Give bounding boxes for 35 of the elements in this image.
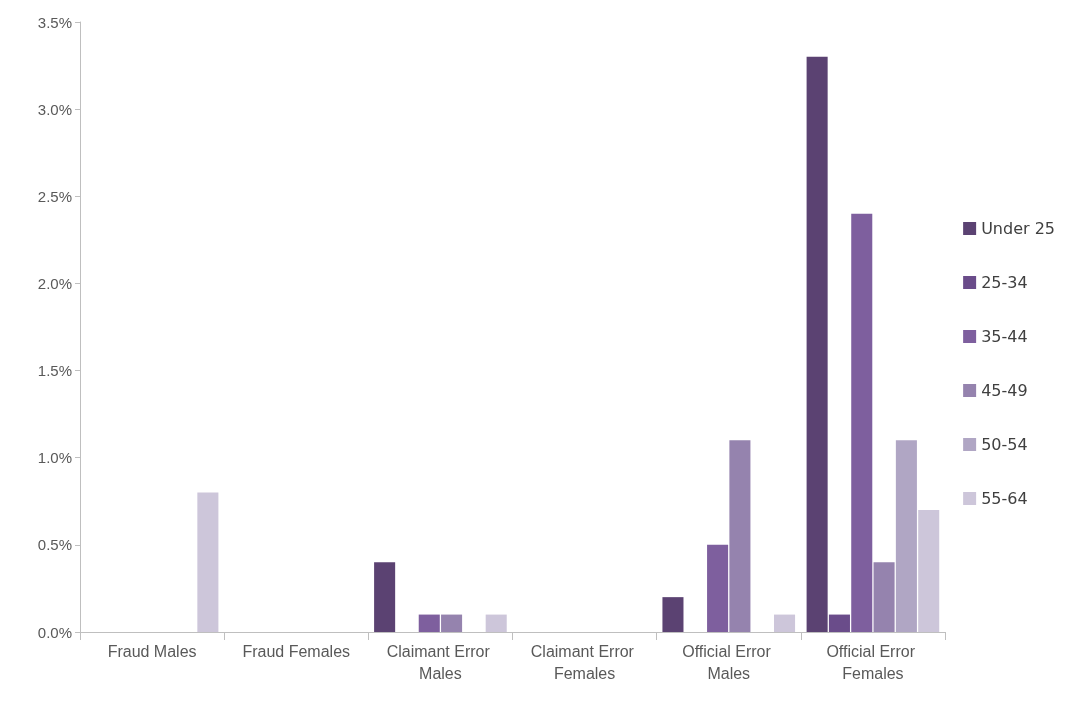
y-tick-label: 3.5% — [37, 13, 72, 31]
legend-label: 35-44 — [981, 327, 1028, 346]
bar — [918, 510, 940, 632]
y-tick-label: 2.5% — [37, 187, 72, 205]
legend-label: 25-34 — [981, 273, 1028, 292]
y-tick-label: 1.5% — [37, 362, 72, 380]
bar — [197, 492, 219, 632]
bar — [418, 614, 440, 632]
y-tick-label: 0.0% — [37, 623, 72, 641]
x-tick-label: Claimant Error Females — [530, 642, 639, 682]
x-tick-label: Fraud Males — [107, 642, 197, 660]
bar — [485, 614, 507, 632]
bar — [707, 544, 729, 632]
x-tick-label: Claimant Error Males — [386, 642, 495, 682]
legend-label: 45-49 — [981, 381, 1028, 400]
y-tick-label: 0.5% — [37, 536, 72, 554]
bar — [774, 614, 796, 632]
bar — [828, 614, 850, 632]
bar — [729, 440, 751, 632]
x-tick-label: Official Error Females — [826, 642, 920, 682]
bar — [873, 562, 895, 632]
x-tick-label: Fraud Females — [242, 642, 351, 660]
bar — [374, 562, 396, 632]
y-tick-label: 3.0% — [37, 100, 72, 118]
legend-label: 50-54 — [981, 435, 1028, 454]
bar — [441, 614, 463, 632]
bar — [895, 440, 917, 632]
bar — [662, 597, 684, 632]
x-tick-label: Official Error Males — [682, 642, 776, 682]
legend-label: Under 25 — [981, 219, 1055, 238]
y-tick-label: 1.0% — [37, 449, 72, 467]
legend-label: 55-64 — [981, 489, 1028, 508]
bar — [851, 213, 873, 632]
y-tick-label: 2.0% — [37, 274, 72, 292]
bar — [806, 56, 828, 632]
